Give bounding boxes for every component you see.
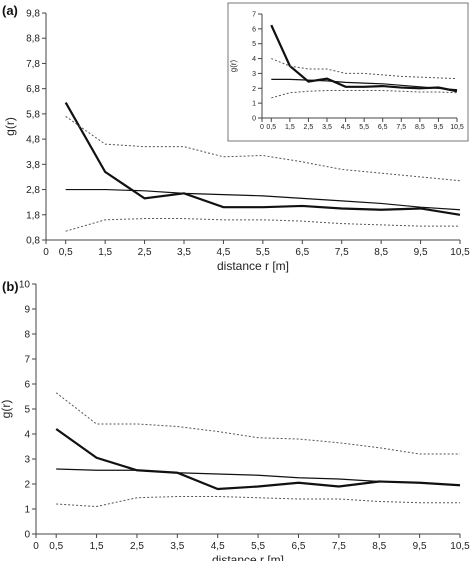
panel-a-inset-frame (227, 2, 469, 142)
panel-a-x-tick-label: 6,5 (295, 247, 309, 258)
panel-a-inset-x-tick-label: 0,5 (266, 124, 276, 131)
panel-a-inset-x-tick-label: 8,5 (415, 124, 425, 131)
panel-a-y-tick-label: 5,8 (26, 109, 40, 120)
panel-a-inset-x-tick-label: 1,5 (285, 124, 295, 131)
panel-a-y-tick-label: 8,8 (26, 34, 40, 45)
panel-b-y-axis-label: g(r) (0, 400, 13, 419)
panel-b-x-tick-label: 10,5 (450, 541, 470, 552)
panel-a-inset-x-tick-label: 6,5 (378, 124, 388, 131)
panel-b-y-tick-label: 2 (24, 480, 30, 491)
panel-a-series-1-thin-line (65, 188, 461, 211)
panel-b-x-axis-label: distance r [m] (212, 553, 284, 561)
panel-b-y-tick-label: 4 (24, 430, 30, 441)
panel-b-x-tick-label: 5,5 (251, 541, 265, 552)
panel-b-y-tick-label: 0 (24, 530, 30, 541)
panel-a-inset-x-tick-label: 4,5 (341, 124, 351, 131)
panel-a-inset-x-tick-label: 7,5 (396, 124, 406, 131)
panel-a-inset-x-tick-label: 5,5 (359, 124, 369, 131)
panel-a-x-tick-label: 0 (43, 247, 49, 258)
panel-a-inset-y-tick-label: 6 (252, 26, 256, 33)
panel-b-x-tick-label: 1,5 (90, 541, 104, 552)
panel-a-inset-x-tick-label: 10,5 (450, 124, 464, 131)
panel-a-inset-series-1-thin-line (271, 78, 458, 91)
panel-b-series-1-thin-line (56, 468, 461, 486)
panel-a-series-2-dotted-line (65, 116, 461, 182)
panel-a-inset-y-tick-label: 4 (252, 56, 256, 63)
panel-a-series-0-thick-line (64, 101, 461, 216)
panel-a-inset-x-tick-label: 3,5 (322, 124, 332, 131)
panel-b-x-tick-label: 9,5 (413, 541, 427, 552)
panel-b-panel: 0 1 2 3 4 5 6 7 8 9 10 0 0,5 1,5 2,5 3,5 4,5 5,5 6,5 7,5 8,5… (0, 279, 470, 561)
panel-b-y-tick-label: 3 (24, 455, 30, 466)
panel-b-x-tick-label: 6,5 (292, 541, 306, 552)
panel-a-inset-series-3-dotted-line (271, 90, 458, 99)
panel-a-y-tick-label: 3,8 (26, 160, 40, 171)
panel-a-inset-series-2-dotted-line (271, 58, 458, 80)
panel-b-y-tick-label: 1 (24, 505, 30, 516)
panel-a-x-tick-label: 8,5 (374, 247, 388, 258)
panel-a-x-tick-label: 3,5 (177, 247, 191, 258)
panel-b-y-tick-label: 6 (24, 380, 30, 391)
panel-b-series-3-dotted-line (56, 496, 460, 508)
panel-a-x-tick-label: 9,5 (414, 247, 428, 258)
panel-a-y-tick-label: 6,8 (26, 84, 40, 95)
panel-a-y-tick-label: 7,8 (26, 59, 40, 70)
panel-a-y-axis-label: g(r) (3, 117, 17, 136)
panel-a-x-tick-label: 2,5 (138, 247, 152, 258)
panel-a-inset-x-tick-label: 2,5 (304, 124, 314, 131)
panel-b-y-tick-label: 10 (19, 280, 31, 291)
panel-a-y-tick-label: 2,8 (26, 185, 40, 196)
panel-a-y-tick-label: 9,8 (26, 9, 40, 20)
panel-a-x-tick-label: 5,5 (256, 247, 270, 258)
panel-b-x-tick-label: 8,5 (372, 541, 386, 552)
panel-b-y-tick-label: 7 (24, 355, 30, 366)
panel-a-inset-y-tick-label: 2 (252, 86, 256, 93)
panel-b-series-2-dotted-line (55, 392, 460, 455)
panel-a-x-tick-label: 10,5 (450, 247, 470, 258)
panel-a-panel-label: (a) (2, 3, 18, 18)
panel-b-panel-label: (b) (2, 279, 19, 294)
panel-b-y-tick-label: 5 (24, 405, 30, 416)
panel-a-inset-y-tick-label: 1 (252, 101, 256, 108)
panel-a-inset-y-tick-label: 0 (252, 116, 256, 123)
panel-b-y-tick-label: 9 (24, 305, 30, 316)
panel-a-panel: 0,81,82,83,84,85,86,87,88,89,80 0,5 1,5 2,5… (2, 3, 470, 273)
panel-b-x-tick-label: 7,5 (332, 541, 346, 552)
panel-a-inset-y-tick-label: 7 (252, 12, 256, 19)
panel-a-inset-x-tick-label: 0 (260, 124, 264, 131)
panel-a-y-tick-label: 0,8 (26, 236, 40, 247)
panel-a-x-tick-label: 0,5 (59, 247, 73, 258)
panel-b-x-tick-label: 3,5 (170, 541, 184, 552)
panel-a-x-tick-label: 1,5 (98, 247, 112, 258)
panel-b-x-tick-label: 0,5 (49, 541, 63, 552)
panel-a-y-tick-label: 4,8 (26, 135, 40, 146)
panel-a-inset-y-tick-label: 5 (252, 41, 256, 48)
panel-b-x-tick-label: 4,5 (211, 541, 225, 552)
panel-b-x-tick-label: 2,5 (130, 541, 144, 552)
panel-a-inset-series-0-thick-line (270, 24, 458, 93)
panel-a-x-axis-label: distance r [m] (217, 259, 289, 273)
panel-a-x-tick-label: 4,5 (216, 247, 230, 258)
panel-a-y-tick-label: 1,8 (26, 210, 40, 221)
panel-a-inset-y-tick-label: 3 (252, 71, 256, 78)
panel-a-inset-x-tick-label: 9,5 (434, 124, 444, 131)
panel-a-inset-y-axis-label: g(r) (229, 59, 238, 72)
panel-b-y-tick-label: 8 (24, 330, 30, 341)
panel-b-x-tick-label: 0 (33, 541, 39, 552)
panel-a-x-tick-label: 7,5 (335, 247, 349, 258)
